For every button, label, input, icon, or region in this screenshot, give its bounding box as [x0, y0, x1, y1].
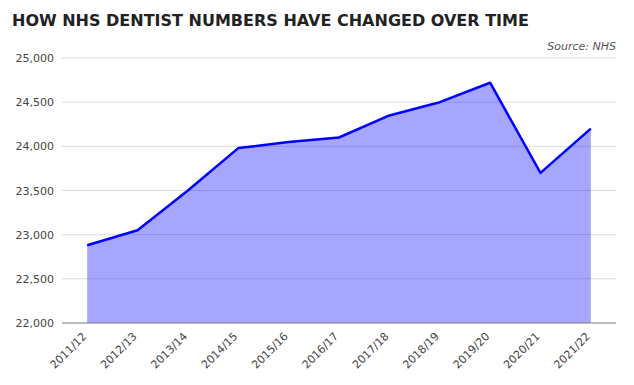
x-tick-label: 2011/12 — [48, 330, 90, 372]
plot-area — [87, 83, 591, 323]
title: HOW NHS DENTIST NUMBERS HAVE CHANGED OVE… — [12, 11, 529, 30]
chart-container: HOW NHS DENTIST NUMBERS HAVE CHANGED OVE… — [0, 0, 634, 385]
x-tick-label: 2017/18 — [350, 330, 392, 372]
annotation: Source: NHS — [547, 40, 616, 53]
x-tick-label: 2015/16 — [249, 330, 291, 372]
grid-line — [62, 102, 616, 103]
area — [87, 83, 591, 323]
grid-line — [62, 58, 616, 59]
y-tick-label: 22,000 — [16, 317, 55, 330]
y-tick-label: 25,000 — [16, 52, 55, 65]
line — [87, 83, 591, 246]
y-tick-label: 24,000 — [16, 140, 55, 153]
y-tick-label: 23,500 — [16, 185, 55, 198]
x-tick-label: 2014/15 — [199, 330, 241, 372]
y-tick-label: 22,500 — [16, 273, 55, 286]
x-tick-label: 2021/22 — [551, 330, 593, 372]
y-tick-label: 23,000 — [16, 229, 55, 242]
y-tick-label: 24,500 — [16, 96, 55, 109]
x-tick-label: 2020/21 — [501, 330, 543, 372]
chart: HOW NHS DENTIST NUMBERS HAVE CHANGED OVE… — [0, 0, 634, 385]
grid-line — [62, 323, 616, 324]
x-axis-line — [62, 323, 616, 324]
x-tick-label: 2016/17 — [300, 330, 342, 372]
x-tick-label: 2018/19 — [400, 330, 442, 372]
x-tick-label: 2013/14 — [149, 330, 191, 372]
x-tick-label: 2012/13 — [98, 330, 140, 372]
x-tick-label: 2019/20 — [451, 330, 493, 372]
